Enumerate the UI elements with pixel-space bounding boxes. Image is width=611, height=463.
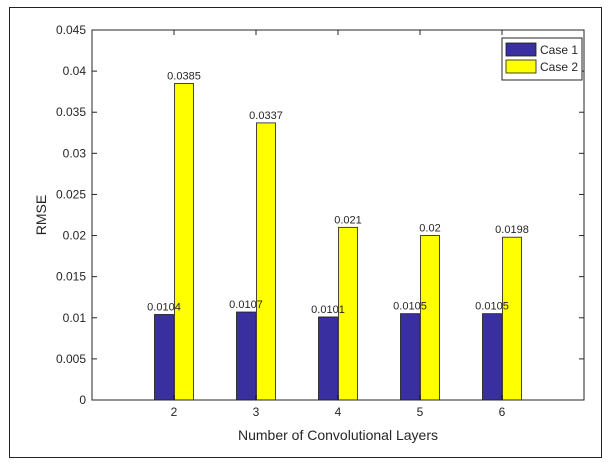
y-axis-label: RMSE (33, 195, 49, 235)
data-label-case2-4: 0.021 (334, 214, 362, 226)
y-tick-label: 0.035 (56, 105, 86, 119)
data-label-case1-4: 0.0101 (311, 304, 345, 316)
bar-case1-6 (483, 314, 502, 400)
x-tick-label: 5 (417, 405, 424, 419)
x-tick-label: 2 (171, 405, 178, 419)
x-axis-label: Number of Convolutional Layers (238, 427, 438, 443)
bar-case1-4 (319, 317, 338, 400)
legend-label-case1: Case 1 (540, 43, 578, 57)
legend: Case 1 Case 2 (502, 38, 582, 80)
legend-label-case2: Case 2 (540, 60, 578, 74)
data-label-case1-2: 0.0104 (147, 301, 181, 313)
bar-case2-5 (421, 236, 440, 400)
bar-case1-3 (237, 312, 256, 400)
legend-swatch-case1 (506, 43, 536, 56)
x-tick-label: 6 (499, 405, 506, 419)
bar-case1-2 (155, 314, 174, 400)
bars-layer (155, 83, 522, 400)
data-label-case1-6: 0.0105 (475, 301, 509, 313)
bar-case1-5 (401, 314, 420, 400)
bar-case2-3 (257, 123, 276, 400)
y-tick-label: 0.005 (56, 352, 86, 366)
data-label-case2-6: 0.0198 (495, 224, 529, 236)
x-tick-label: 4 (335, 405, 342, 419)
data-label-case2-3: 0.0337 (249, 110, 283, 122)
x-tick-label: 3 (253, 405, 260, 419)
data-label-case1-5: 0.0105 (393, 301, 427, 313)
y-tick-label: 0.025 (56, 187, 86, 201)
legend-swatch-case2 (506, 60, 536, 73)
y-tick-label: 0.045 (56, 23, 86, 37)
data-label-case2-5: 0.02 (419, 223, 440, 235)
y-tick-label: 0.04 (63, 64, 87, 78)
data-label-case2-2: 0.0385 (167, 70, 201, 82)
y-tick-label: 0.01 (63, 311, 87, 325)
data-label-case1-3: 0.0107 (229, 299, 263, 311)
y-tick-label: 0.015 (56, 270, 86, 284)
data-labels-layer: 0.0104 0.0107 0.0101 0.0105 0.0105 0.0385 0.03… (147, 70, 529, 316)
y-tick-label: 0.02 (63, 229, 87, 243)
y-tick-label: 0.03 (63, 146, 87, 160)
bar-case2-6 (503, 237, 522, 400)
bar-case2-2 (175, 83, 194, 400)
y-tick-label: 0 (79, 393, 86, 407)
